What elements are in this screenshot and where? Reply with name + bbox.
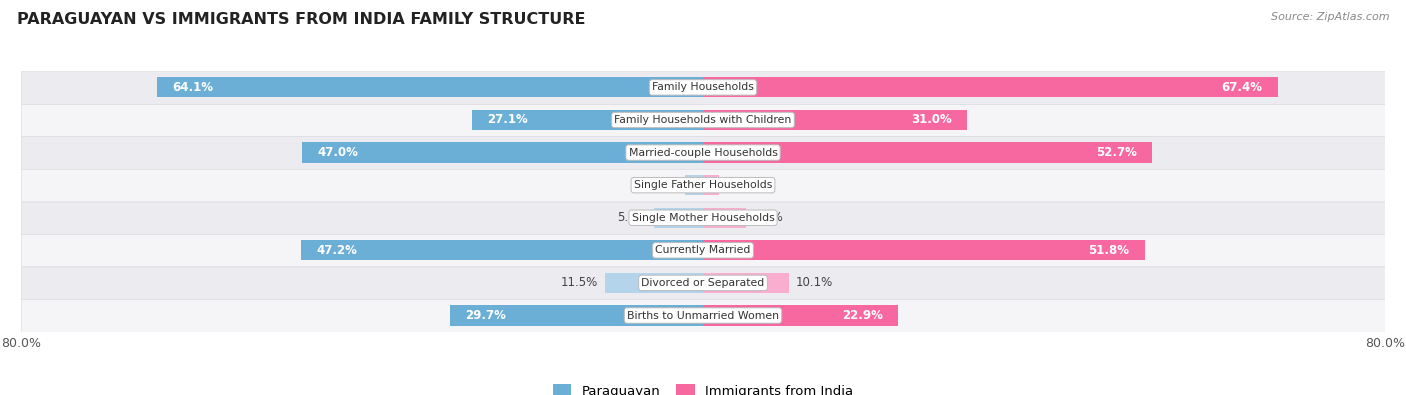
Text: Currently Married: Currently Married <box>655 245 751 255</box>
Text: Married-couple Households: Married-couple Households <box>628 148 778 158</box>
Bar <box>654 208 703 228</box>
Bar <box>21 267 1385 299</box>
Bar <box>21 104 1385 136</box>
Text: 1.9%: 1.9% <box>725 179 756 192</box>
Bar <box>703 240 1144 260</box>
Bar <box>703 143 1152 163</box>
Bar <box>21 299 1385 332</box>
Text: Births to Unmarried Women: Births to Unmarried Women <box>627 310 779 320</box>
Text: 47.2%: 47.2% <box>316 244 357 257</box>
Text: Divorced or Separated: Divorced or Separated <box>641 278 765 288</box>
Bar <box>605 273 703 293</box>
Text: 51.8%: 51.8% <box>1088 244 1129 257</box>
Text: Single Mother Households: Single Mother Households <box>631 213 775 223</box>
Text: Single Father Households: Single Father Households <box>634 180 772 190</box>
Bar <box>21 201 1385 234</box>
Bar <box>472 110 703 130</box>
Text: Family Households with Children: Family Households with Children <box>614 115 792 125</box>
Bar <box>156 77 703 98</box>
Bar <box>21 169 1385 201</box>
Text: Source: ZipAtlas.com: Source: ZipAtlas.com <box>1271 12 1389 22</box>
Text: 67.4%: 67.4% <box>1222 81 1263 94</box>
Bar <box>703 175 720 195</box>
Text: 2.1%: 2.1% <box>648 179 678 192</box>
Text: 47.0%: 47.0% <box>318 146 359 159</box>
Text: 29.7%: 29.7% <box>465 309 506 322</box>
Bar <box>703 305 898 325</box>
Bar <box>685 175 703 195</box>
Text: 5.1%: 5.1% <box>754 211 783 224</box>
Bar <box>703 208 747 228</box>
Text: 52.7%: 52.7% <box>1097 146 1137 159</box>
Bar <box>21 71 1385 103</box>
Text: 27.1%: 27.1% <box>488 113 529 126</box>
Text: 5.8%: 5.8% <box>617 211 647 224</box>
Bar <box>450 305 703 325</box>
Text: Family Households: Family Households <box>652 83 754 92</box>
Legend: Paraguayan, Immigrants from India: Paraguayan, Immigrants from India <box>547 379 859 395</box>
Bar <box>703 77 1278 98</box>
Bar <box>21 136 1385 169</box>
Text: 64.1%: 64.1% <box>172 81 212 94</box>
Text: 10.1%: 10.1% <box>796 276 834 290</box>
Bar <box>703 273 789 293</box>
Text: 11.5%: 11.5% <box>561 276 598 290</box>
Bar <box>302 143 703 163</box>
Text: 31.0%: 31.0% <box>911 113 952 126</box>
Bar <box>703 110 967 130</box>
Bar <box>301 240 703 260</box>
Bar <box>21 234 1385 267</box>
Text: 22.9%: 22.9% <box>842 309 883 322</box>
Text: PARAGUAYAN VS IMMIGRANTS FROM INDIA FAMILY STRUCTURE: PARAGUAYAN VS IMMIGRANTS FROM INDIA FAMI… <box>17 12 585 27</box>
